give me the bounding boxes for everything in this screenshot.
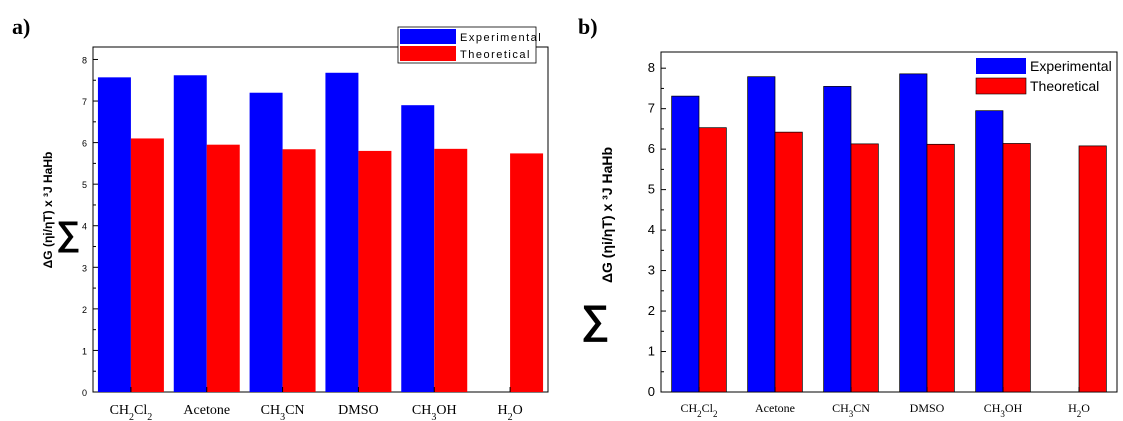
plot-frame-a xyxy=(92,46,549,393)
bar-b-theoretical-ch2cl2 xyxy=(698,127,727,393)
bar-a-theoretical-ch3oh xyxy=(434,148,468,392)
y-tick-label-a-1: 1 xyxy=(82,346,87,356)
y-tick-label-b-3: 3 xyxy=(648,263,655,278)
x-tick-label-b-ch2cl2: CH2Cl2 xyxy=(680,401,717,419)
plot-area-a: 0 1 2 3 4 5 6 7 8 CH2Cl2 Acetone CH3CN DMSO CH3OH H2O xyxy=(82,46,549,421)
x-tick-label-b-acetone: Acetone xyxy=(755,401,795,415)
y-axis-label-a: ∑ ΔG (ηi/ηT) x ³J HaHb xyxy=(41,152,80,269)
x-tick-label-a-dmso: DMSO xyxy=(338,403,378,418)
x-tick-label-b-ch3oh: CH3OH xyxy=(984,401,1023,419)
y-tick-label-a-8: 8 xyxy=(82,55,87,65)
y-tick-label-a-2: 2 xyxy=(82,305,87,315)
legend-label-experimental-a: Experimental xyxy=(460,32,542,44)
bar-b-experimental-dmso xyxy=(899,73,928,393)
bar-a-experimental-ch3oh xyxy=(401,105,435,392)
bar-b-theoretical-acetone xyxy=(774,131,803,393)
y-axis-label-text-a: ΔG (ηi/ηT) x ³J HaHb xyxy=(41,152,55,269)
x-tick-label-b-dmso: DMSO xyxy=(910,401,945,415)
bar-b-theoretical-ch3oh xyxy=(1002,143,1031,393)
legend-a: Experimental Theoretical xyxy=(397,26,542,64)
legend-b: Experimental Theoretical xyxy=(975,58,1112,95)
y-tick-label-a-6: 6 xyxy=(82,139,87,149)
y-tick-label-b-8: 8 xyxy=(648,60,655,75)
bar-a-experimental-acetone xyxy=(173,75,207,392)
y-tick-label-b-1: 1 xyxy=(648,344,655,359)
bar-b-experimental-ch2cl2 xyxy=(671,95,700,393)
x-tick-label-a-acetone: Acetone xyxy=(183,403,230,418)
plot-frame-b xyxy=(660,51,1118,393)
y-axis-sum-symbol-b: ∑ xyxy=(581,298,610,342)
x-tick-label-a-ch3oh: CH3OH xyxy=(412,403,457,421)
legend-label-theoretical-a: Theoretical xyxy=(460,49,531,61)
y-tick-label-a-3: 3 xyxy=(82,263,87,273)
bar-b-theoretical-h2o xyxy=(1078,145,1107,393)
y-axis-label-b: ∑ ΔG (ηi/ηT) x ³J HaHb xyxy=(581,147,615,342)
panel-b: b) ∑ ΔG (ηi/ηT) x ³J HaHb 0 1 2 3 4 5 6 7 8 CH2Cl… xyxy=(578,14,1118,419)
bar-a-theoretical-dmso xyxy=(358,150,392,392)
y-tick-label-a-0: 0 xyxy=(82,388,87,398)
y-tick-label-b-7: 7 xyxy=(648,101,655,116)
panel-label-a: a) xyxy=(12,14,30,39)
y-tick-label-a-7: 7 xyxy=(82,97,87,107)
x-tick-label-b-h2o: H2O xyxy=(1068,401,1090,419)
bar-b-theoretical-ch3cn xyxy=(850,143,879,393)
legend-swatch-experimental-a xyxy=(400,29,456,44)
panel-label-b: b) xyxy=(578,14,598,39)
bar-a-theoretical-ch3cn xyxy=(282,149,316,392)
legend-label-experimental-b: Experimental xyxy=(1030,58,1112,74)
y-tick-label-b-5: 5 xyxy=(648,182,655,197)
legend-swatch-theoretical-a xyxy=(400,46,456,61)
y-tick-label-a-5: 5 xyxy=(82,180,87,190)
y-tick-label-b-4: 4 xyxy=(648,222,655,237)
x-tick-label-b-ch3cn: CH3CN xyxy=(832,401,870,419)
x-tick-label-a-ch3cn: CH3CN xyxy=(261,403,305,421)
bar-b-experimental-acetone xyxy=(747,76,776,393)
bar-a-theoretical-ch2cl2 xyxy=(130,138,164,392)
bar-a-experimental-ch3cn xyxy=(249,92,283,392)
bar-b-theoretical-dmso xyxy=(926,143,955,393)
y-axis-sum-symbol-a: ∑ xyxy=(56,215,80,253)
y-tick-label-b-2: 2 xyxy=(648,303,655,318)
y-tick-label-b-0: 0 xyxy=(648,384,655,399)
legend-swatch-theoretical-b xyxy=(975,77,1027,95)
legend-swatch-experimental-b xyxy=(976,58,1026,74)
y-tick-label-a-4: 4 xyxy=(82,222,87,232)
bar-a-experimental-dmso xyxy=(325,72,359,392)
plot-area-b: 0 1 2 3 4 5 6 7 8 CH2Cl2 Acetone CH3CN DMSO CH3OH H2O xyxy=(648,51,1118,419)
bar-b-experimental-ch3cn xyxy=(823,86,852,393)
y-tick-label-b-6: 6 xyxy=(648,141,655,156)
bar-a-experimental-ch2cl2 xyxy=(97,77,131,392)
x-tick-label-a-h2o: H2O xyxy=(497,403,522,421)
legend-label-theoretical-b: Theoretical xyxy=(1030,78,1099,94)
bar-a-theoretical-h2o xyxy=(510,153,544,392)
bar-a-theoretical-acetone xyxy=(206,144,240,392)
bar-b-experimental-ch3oh xyxy=(975,110,1004,393)
x-tick-label-a-ch2cl2: CH2Cl2 xyxy=(110,403,153,421)
y-axis-label-text-b: ΔG (ηi/ηT) x ³J HaHb xyxy=(599,147,615,283)
panel-a: a) ∑ ΔG (ηi/ηT) x ³J HaHb 0 1 2 3 4 5 6 7 8 CH2Cl… xyxy=(12,14,549,421)
